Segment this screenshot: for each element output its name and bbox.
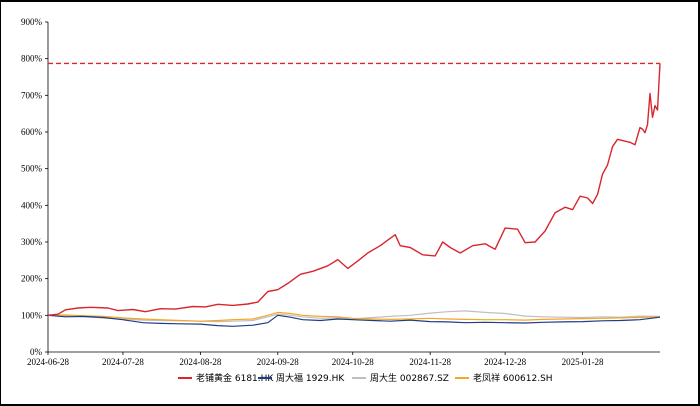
y-tick-label: 600%	[21, 127, 43, 137]
series-line-0	[47, 63, 661, 316]
y-tick-label: 200%	[21, 274, 43, 284]
y-tick-label: 700%	[21, 90, 43, 100]
legend-label-2: 周大生 002867.SZ	[370, 372, 449, 384]
legend-label-0: 老铺黄金 6181.HK	[196, 372, 274, 384]
x-tick-label: 2024-08-28	[179, 357, 221, 367]
top-border	[0, 0, 700, 2]
x-tick-label: 2024-09-28	[257, 357, 299, 367]
y-tick-label: 800%	[21, 54, 43, 64]
right-border	[698, 0, 700, 406]
series-line-2	[47, 310, 661, 323]
y-tick-label: 0%	[30, 347, 43, 357]
legend: 老铺黄金 6181.HK 周大福 1929.HK 周大生 002867.SZ 老凤祥 …	[178, 372, 553, 384]
y-tick-label: 400%	[21, 200, 43, 210]
series-lines	[47, 63, 661, 327]
x-tick-label: 2025-01-28	[562, 357, 604, 367]
legend-label-3: 老凤祥 600612.SH	[473, 372, 553, 384]
y-tick-label: 500%	[21, 164, 43, 174]
x-tick-label: 2024-11-28	[409, 357, 451, 367]
x-tick-label: 2024-06-28	[27, 357, 69, 367]
series-line-1	[47, 314, 661, 327]
x-tick-label: 2024-07-28	[102, 357, 144, 367]
x-tick-label: 2024-10-28	[332, 357, 374, 367]
y-tick-label: 900%	[21, 17, 43, 27]
axes: 0% 100% 200% 300% 400% 500% 600% 700% 800% 900% 20…	[21, 17, 660, 367]
y-tick-label: 100%	[21, 310, 43, 320]
x-tick-label: 2024-12-28	[484, 357, 526, 367]
bottom-border	[0, 404, 700, 406]
y-tick-label: 300%	[21, 237, 43, 247]
left-border	[0, 0, 1, 406]
series-line-3	[47, 311, 661, 322]
legend-label-1: 周大福 1929.HK	[276, 372, 345, 384]
